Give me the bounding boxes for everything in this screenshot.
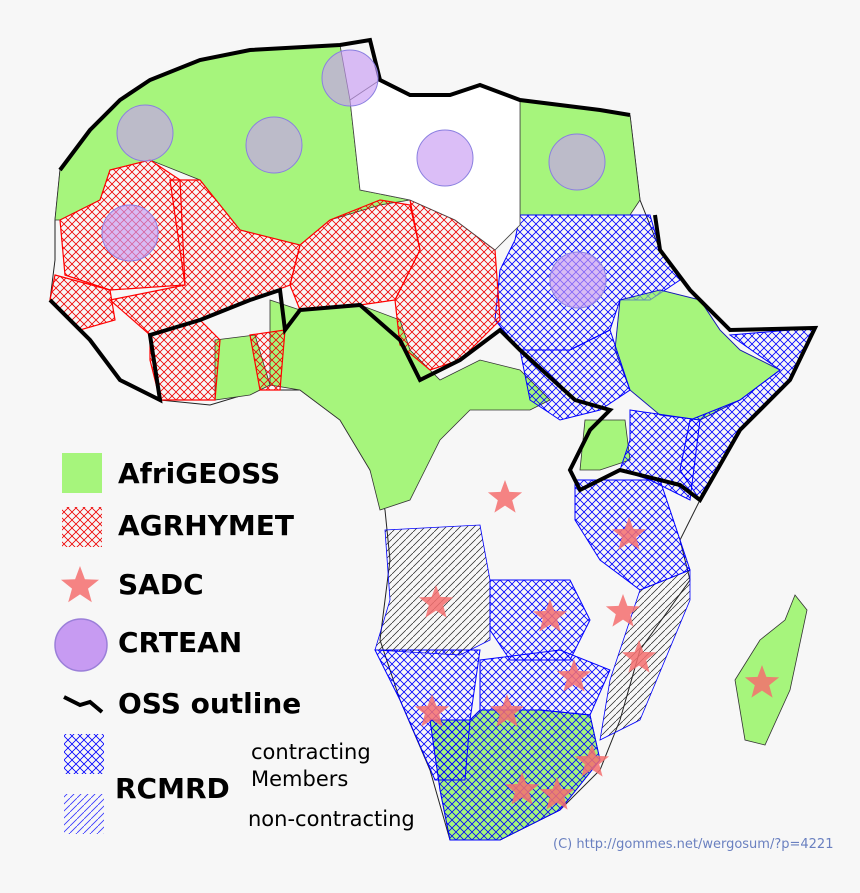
sadc-markers [414,480,780,810]
legend-crtean-label: CRTEAN [118,626,243,659]
legend-agrhymet-swatch [62,507,102,547]
sadc-star-marker [487,480,523,513]
legend-sadc-label: SADC [118,568,204,601]
copyright-credit: (C) http://gommes.net/wergosum/?p=4221 [553,837,834,852]
crtean-circle-marker [245,116,303,174]
sadc-star-marker [489,694,525,727]
sadc-star-marker [556,659,592,692]
crtean-circle-marker [549,251,607,309]
sadc-star-marker [605,594,641,627]
crtean-circle-marker [116,104,174,162]
legend-rcmrd-contracting-swatch [64,734,104,774]
legend-crtean-circle-icon [54,618,108,672]
legend-oss-line-icon [63,695,104,714]
crtean-circle-marker [321,49,379,107]
sadc-star-marker [744,665,780,698]
sadc-star-marker [61,566,99,603]
legend-afrigeoss-label: AfriGEOSS [118,457,281,490]
sadc-star-marker [418,585,454,618]
sadc-star-marker [539,777,575,810]
legend-rcmrd-contracting-label: contracting [251,740,371,764]
legend-oss-label: OSS outline [118,687,302,720]
legend-rcmrd-noncontracting-swatch [64,794,104,834]
legend-afrigeoss-swatch [62,453,102,493]
legend-sadc-star-icon [61,566,99,603]
sadc-star-marker [504,772,540,805]
agrhymet-regions [49,159,501,401]
legend-rcmrd-label: RCMRD [115,772,230,805]
legend-agrhymet-label: AGRHYMET [118,509,295,542]
crtean-circle-marker [416,129,474,187]
crtean-markers [101,49,607,309]
legend-rcmrd-members-label: Members [251,767,349,791]
legend-rcmrd-noncontracting-label: non-contracting [248,807,415,831]
sadc-star-marker [414,694,450,727]
sadc-star-marker [574,744,610,777]
crtean-circle-marker [101,204,159,262]
sadc-star-marker [621,640,657,673]
sadc-star-marker [611,517,647,550]
crtean-circle-marker [548,133,606,191]
oss-outline [48,37,819,503]
sadc-star-marker [532,599,568,632]
